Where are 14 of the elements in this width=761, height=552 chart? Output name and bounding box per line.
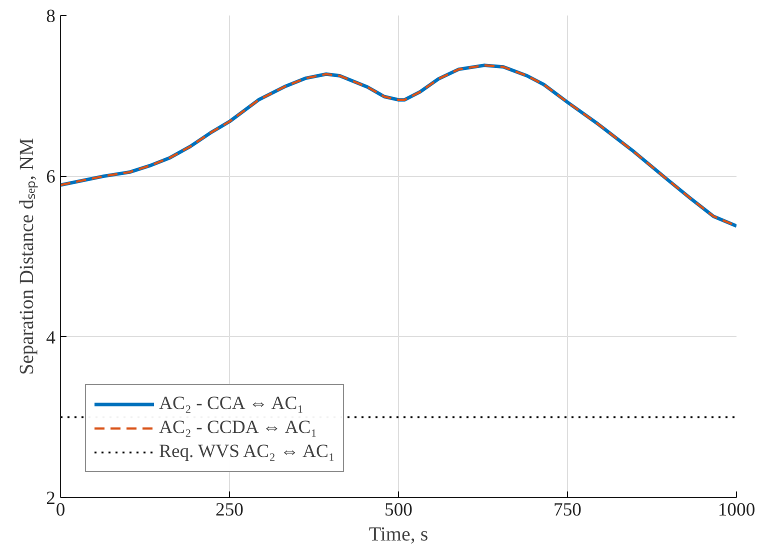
legend-label: AC₂ - CCA ⇔ AC₁ bbox=[159, 393, 304, 415]
y-tick-label: 2 bbox=[46, 488, 56, 509]
x-tick-label: 750 bbox=[554, 500, 582, 520]
x-tick-label: 0 bbox=[56, 500, 66, 520]
x-tick-label: 1000 bbox=[718, 500, 756, 520]
y-tick-label: 4 bbox=[46, 327, 56, 348]
y-tick-label: 6 bbox=[46, 166, 56, 188]
y-tick-label: 8 bbox=[46, 6, 56, 27]
x-axis-title: Time, s bbox=[368, 524, 428, 546]
x-tick-label: 500 bbox=[384, 500, 412, 520]
x-tick-label: 250 bbox=[216, 500, 244, 520]
legend-label: Req. WVS AC₂ ⇔ AC₁ bbox=[159, 441, 335, 463]
y-axis-title: Separation Distance dₛₑₚ, NM bbox=[16, 138, 38, 375]
legend-label: AC₂ - CCDA ⇔ AC₁ bbox=[159, 417, 318, 439]
